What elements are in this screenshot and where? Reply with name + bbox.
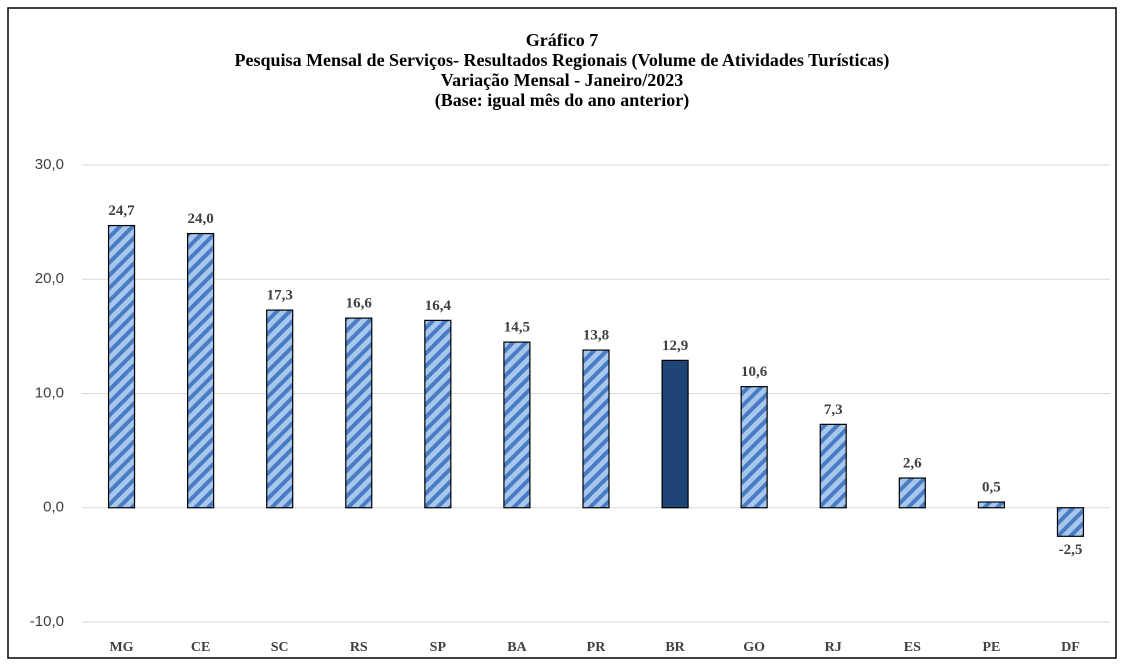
value-label: 13,8 (583, 328, 609, 344)
x-tick-label: GO (743, 640, 765, 655)
y-tick-label: 10,0 (35, 384, 64, 401)
bar (661, 359, 689, 509)
x-tick-label: RJ (825, 640, 842, 655)
y-tick-label: 30,0 (35, 156, 64, 173)
x-tick-label: PE (982, 640, 1000, 655)
x-tick-label: PR (587, 640, 607, 655)
x-tick-label: SC (271, 640, 289, 655)
x-tick-label: ES (904, 640, 921, 655)
x-tick-label: BA (507, 640, 527, 655)
bar (582, 349, 610, 509)
bar (187, 232, 215, 509)
value-label: 24,0 (187, 211, 213, 227)
bar (740, 386, 768, 509)
bar (345, 317, 373, 509)
bar (424, 319, 452, 509)
value-label: 2,6 (903, 455, 922, 471)
value-label: 16,4 (425, 298, 452, 314)
value-label: 17,3 (267, 288, 293, 304)
bar (107, 224, 136, 509)
value-label: -2,5 (1059, 542, 1083, 558)
value-label: 0,5 (982, 479, 1001, 495)
bar (266, 309, 294, 509)
x-tick-label: DF (1061, 640, 1080, 655)
value-label: 10,6 (741, 364, 768, 380)
y-tick-label: 20,0 (35, 270, 64, 287)
chart-title: Variação Mensal - Janeiro/2023 (441, 70, 683, 90)
bar (1056, 507, 1085, 537)
y-tick-label: -10,0 (30, 613, 64, 630)
bar (977, 501, 1005, 509)
bar (503, 341, 531, 509)
value-label: 24,7 (108, 203, 135, 219)
x-tick-label: MG (109, 640, 133, 655)
x-tick-label: RS (350, 640, 368, 655)
value-label: 14,5 (504, 320, 530, 336)
x-tick-label: SP (430, 640, 447, 655)
x-tick-label: BR (665, 640, 685, 655)
value-label: 7,3 (824, 402, 843, 418)
value-label: 12,9 (662, 338, 688, 354)
x-tick-label: CE (191, 640, 210, 655)
chart-title: (Base: igual mês do ano anterior) (435, 90, 689, 111)
bar (819, 423, 847, 509)
chart-title: Gráfico 7 (526, 30, 598, 50)
chart-title: Pesquisa Mensal de Serviços- Resultados … (235, 50, 890, 71)
value-label: 16,6 (346, 296, 373, 312)
y-tick-label: 0,0 (43, 499, 64, 516)
bar (898, 477, 926, 509)
